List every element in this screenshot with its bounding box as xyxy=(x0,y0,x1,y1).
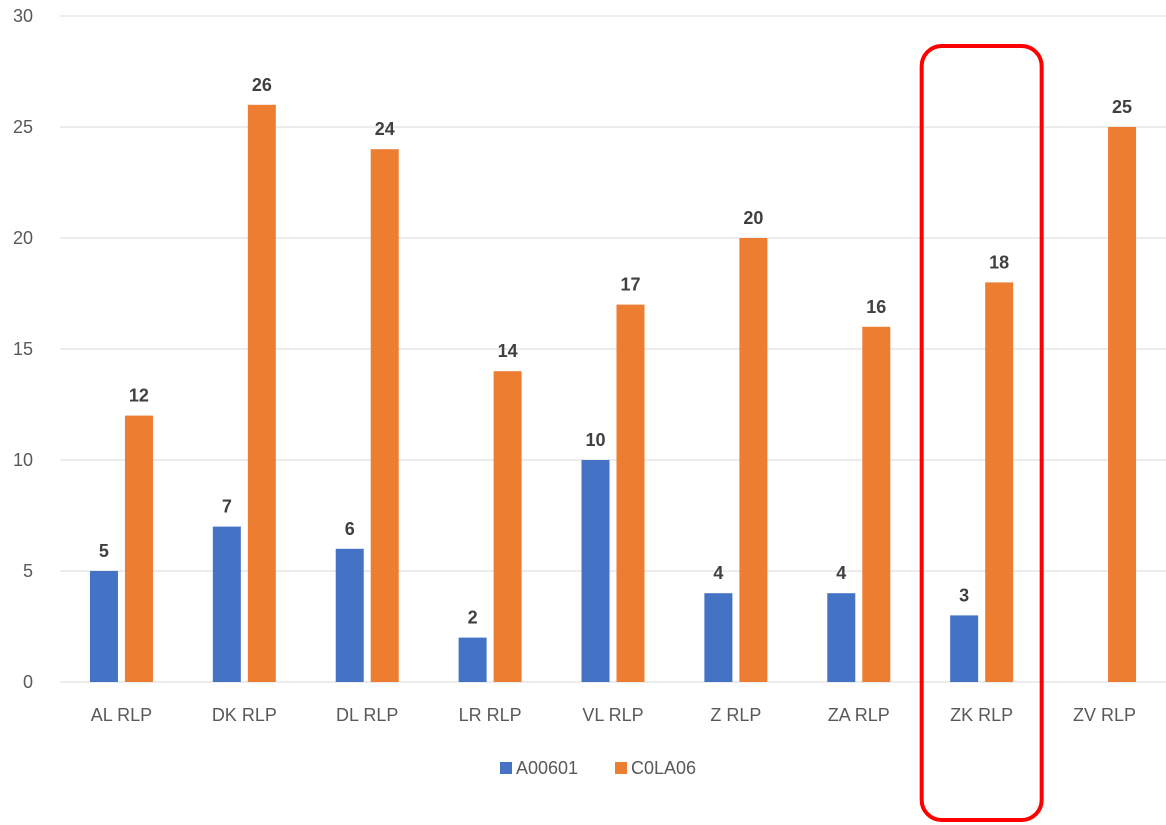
data-label: 18 xyxy=(989,252,1009,272)
x-tick-label: ZV RLP xyxy=(1073,705,1136,725)
highlight-rectangle xyxy=(919,44,1044,822)
bars xyxy=(89,104,1137,683)
legend-item-c0la06: C0LA06 xyxy=(615,758,696,778)
x-tick-label: ZA RLP xyxy=(828,705,890,725)
data-label: 17 xyxy=(620,275,640,295)
gridlines xyxy=(60,15,1166,683)
bar-c0la06-lr-rlp xyxy=(493,371,522,682)
data-label: 2 xyxy=(468,608,478,628)
y-tick-label: 15 xyxy=(13,339,33,359)
x-tick-label: AL RLP xyxy=(91,705,152,725)
data-label: 20 xyxy=(743,208,763,228)
y-tick-label: 10 xyxy=(13,450,33,470)
x-axis: AL RLP DK RLP DL RLP LR RLP VL RLP Z RLP ZA RL… xyxy=(91,705,1136,725)
data-label: 25 xyxy=(1112,97,1132,117)
y-axis: 0 5 10 15 20 25 30 xyxy=(13,6,33,692)
data-label: 4 xyxy=(713,563,723,583)
y-tick-label: 25 xyxy=(13,117,33,137)
data-label: 24 xyxy=(375,119,395,139)
legend: A00601 C0LA06 xyxy=(500,758,696,778)
bar-a00601-zk-rlp xyxy=(950,615,979,682)
y-tick-label: 5 xyxy=(23,561,33,581)
legend-label: A00601 xyxy=(516,758,578,778)
y-tick-label: 20 xyxy=(13,228,33,248)
x-tick-label: VL RLP xyxy=(582,705,643,725)
x-tick-label: Z RLP xyxy=(710,705,761,725)
legend-label: C0LA06 xyxy=(631,758,696,778)
legend-swatch xyxy=(500,762,512,774)
data-label: 26 xyxy=(252,75,272,95)
bar-c0la06-dl-rlp xyxy=(370,149,399,682)
bar-a00601-vl-rlp xyxy=(581,460,610,682)
bar-a00601-dl-rlp xyxy=(335,548,364,682)
bar-a00601-al-rlp xyxy=(89,571,118,682)
data-label: 4 xyxy=(836,563,846,583)
bar-c0la06-al-rlp xyxy=(124,415,153,682)
bar-c0la06-za-rlp xyxy=(862,326,891,682)
bar-a00601-za-rlp xyxy=(827,593,856,682)
data-label: 14 xyxy=(498,341,518,361)
legend-swatch xyxy=(615,762,627,774)
data-label: 3 xyxy=(959,585,969,605)
data-label: 10 xyxy=(585,430,605,450)
bar-c0la06-z-rlp xyxy=(739,238,768,682)
y-tick-label: 0 xyxy=(23,672,33,692)
bar-c0la06-dk-rlp xyxy=(247,104,276,683)
bar-c0la06-zk-rlp xyxy=(985,282,1014,682)
y-tick-label: 30 xyxy=(13,6,33,26)
data-label: 12 xyxy=(129,386,149,406)
data-labels: 5 12 7 26 6 24 2 14 10 17 4 20 4 16 3 18 25 xyxy=(99,75,1132,628)
bar-a00601-z-rlp xyxy=(704,593,733,682)
legend-item-a00601: A00601 xyxy=(500,758,578,778)
bar-a00601-lr-rlp xyxy=(458,637,487,682)
x-tick-label: ZK RLP xyxy=(950,705,1013,725)
data-label: 6 xyxy=(345,519,355,539)
x-tick-label: DL RLP xyxy=(336,705,398,725)
bar-c0la06-vl-rlp xyxy=(616,304,645,682)
bar-c0la06-zv-rlp xyxy=(1108,127,1137,682)
highlight-box xyxy=(919,44,1044,822)
x-tick-label: DK RLP xyxy=(212,705,277,725)
data-label: 7 xyxy=(222,497,232,517)
data-label: 5 xyxy=(99,541,109,561)
data-label: 16 xyxy=(866,297,886,317)
x-tick-label: LR RLP xyxy=(459,705,522,725)
bar-a00601-dk-rlp xyxy=(212,526,241,682)
